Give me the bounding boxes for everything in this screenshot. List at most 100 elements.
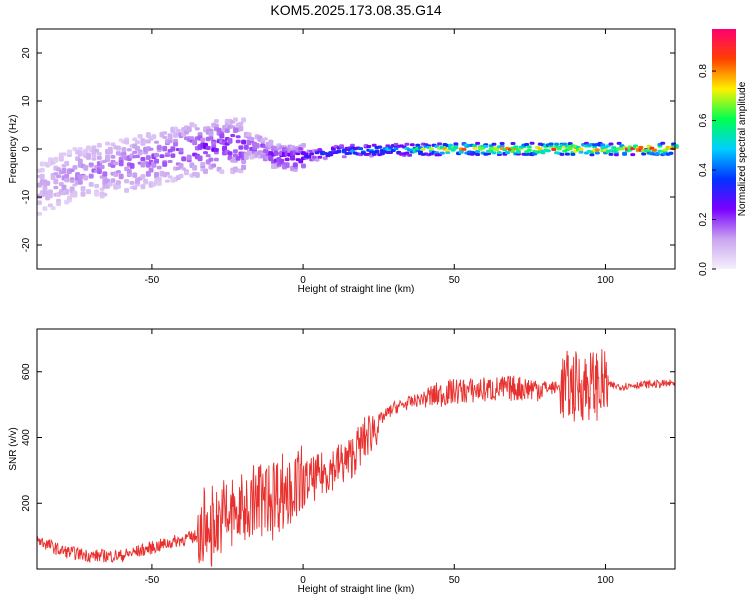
spectrogram-cell <box>537 147 543 151</box>
spectrogram-cell <box>64 173 70 179</box>
spectrogram-cell <box>137 134 143 138</box>
spectrogram-cell <box>162 161 168 167</box>
figure-title: KOM5.2025.173.08.35.G14 <box>270 2 441 18</box>
spectrogram-cell <box>88 173 94 179</box>
spectrogram-cell <box>600 143 606 147</box>
spectrogram-cell <box>208 135 214 140</box>
spectrogram-cell <box>115 145 121 150</box>
spectrogram-cell <box>453 146 459 150</box>
spectrogram-cell <box>189 136 195 140</box>
spectrogram-cell <box>213 119 219 123</box>
spectrogram-cell <box>91 157 97 161</box>
snr-xtick-label: 0 <box>300 575 306 586</box>
spectrogram-cell <box>94 148 100 153</box>
spectrogram-cell <box>213 148 219 152</box>
spectrogram-cell <box>192 123 198 128</box>
spectrogram-cell <box>50 206 56 211</box>
spectrogram-cell <box>178 173 184 179</box>
spectrogram-cell <box>300 163 306 168</box>
colorbar-tick-label: 0.8 <box>698 64 709 78</box>
colorbar-tick-label: 0.0 <box>698 262 709 276</box>
spectrogram-panel: -50 0 50 100 -20 -10 0 10 20 Height of straight … <box>8 28 679 295</box>
spectrogram-cell <box>529 141 535 145</box>
spectrogram-cell <box>72 165 78 170</box>
snr-line <box>36 349 676 567</box>
spectrogram-cell <box>366 145 372 149</box>
spectrogram-xtick-label: 50 <box>449 275 461 286</box>
spectrogram-cell <box>80 191 86 197</box>
spectrogram-cell <box>56 198 62 203</box>
snr-xtick-label: -50 <box>145 575 160 586</box>
spectrogram-cell <box>314 158 320 162</box>
spectrogram-cell <box>652 148 658 152</box>
spectrogram-cell <box>200 161 206 167</box>
spectrogram-ytick-label: 0 <box>21 146 32 152</box>
spectrogram-cell <box>69 179 75 183</box>
spectrogram-cell <box>616 141 622 145</box>
colorbar-gradient <box>712 29 736 269</box>
spectrogram-cell <box>641 152 647 156</box>
spectrogram-cell <box>94 191 100 197</box>
spectrogram-xlabel: Height of straight line (km) <box>298 284 415 295</box>
spectrogram-cell <box>64 160 70 167</box>
spectrogram-cell <box>96 152 102 156</box>
spectrogram-cell <box>83 164 89 171</box>
spectrogram-cell <box>439 151 445 155</box>
spectrogram-cell <box>437 142 443 146</box>
spectrogram-cell <box>475 141 481 145</box>
spectrogram-cell <box>107 146 113 151</box>
spectrogram-cell <box>181 156 187 162</box>
spectrogram-cell <box>121 147 127 152</box>
spectrogram-cell <box>132 172 138 178</box>
spectrogram-ytick-label: -20 <box>21 237 32 252</box>
spectrogram-cell <box>47 203 53 208</box>
spectrogram-cell <box>341 155 347 159</box>
spectrogram-cell <box>241 117 247 123</box>
spectrogram-cell <box>192 139 198 146</box>
spectrogram-cell <box>238 145 244 150</box>
spectrogram-cell <box>262 137 268 141</box>
spectrogram-cell <box>208 157 214 162</box>
spectrogram-cell <box>526 145 532 149</box>
spectrogram-cell <box>407 153 413 157</box>
spectrogram-cell <box>164 171 170 176</box>
spectrogram-cell <box>66 199 72 203</box>
spectrogram-cell <box>371 143 377 147</box>
spectrogram-cell <box>66 149 72 155</box>
spectrogram-cell <box>154 171 160 178</box>
spectrogram-cell <box>472 146 478 150</box>
spectrogram-cell <box>167 175 173 179</box>
colorbar-tick-label: 0.4 <box>698 163 709 177</box>
spectrogram-cell <box>154 152 160 158</box>
spectrogram-cell <box>154 158 160 164</box>
spectrogram-cell <box>105 141 111 146</box>
spectrogram-cell <box>83 149 89 154</box>
spectrogram-cell <box>219 133 225 139</box>
spectrogram-cell <box>162 145 168 152</box>
spectrogram-cell <box>540 151 546 155</box>
spectrogram-cell <box>510 142 516 146</box>
spectrogram-cell <box>170 147 176 152</box>
spectrogram-cell <box>45 180 51 186</box>
spectrogram-cell <box>194 127 200 131</box>
spectrogram-cell <box>404 142 410 146</box>
snr-xtick-label: 50 <box>449 575 461 586</box>
spectrogram-cell <box>145 155 151 160</box>
spectrogram-cell <box>173 142 179 147</box>
spectrogram-cell <box>292 162 298 168</box>
spectrogram-cell <box>140 174 146 180</box>
spectrogram-cell <box>241 164 247 170</box>
spectrogram-cell <box>134 140 140 145</box>
spectrogram-cell <box>53 185 59 190</box>
spectrogram-cell <box>118 162 124 167</box>
spectrogram-cell <box>526 148 532 152</box>
spectrogram-cell <box>178 163 184 169</box>
spectrogram-cell <box>205 154 211 158</box>
spectrogram-cell <box>559 152 565 156</box>
snr-ylabel: SNR (v/v) <box>8 427 19 470</box>
spectrogram-cell <box>556 147 562 151</box>
spectrogram-cell <box>306 155 312 159</box>
spectrogram-cell <box>578 150 584 154</box>
spectrogram-cell <box>80 185 86 192</box>
